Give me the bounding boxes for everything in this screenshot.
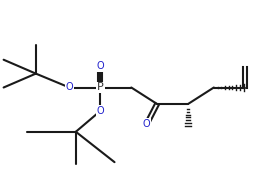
Text: O: O [96,106,104,116]
Text: P: P [97,82,104,93]
Text: O: O [96,61,104,71]
Text: O: O [143,119,151,129]
Text: O: O [66,82,73,93]
